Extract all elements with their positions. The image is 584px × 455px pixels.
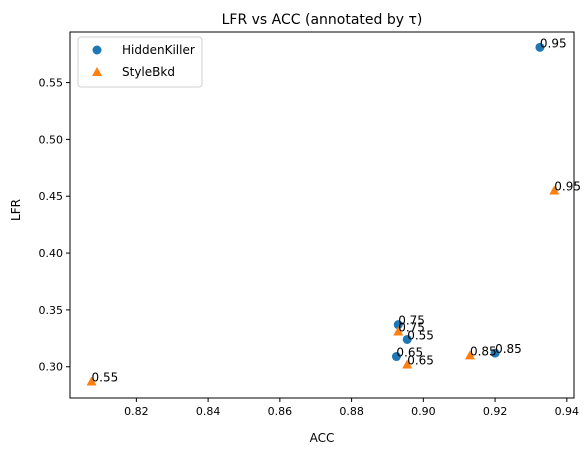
point-annotation-hiddenkiller: 0.75 [398,314,425,328]
chart-title: LFR vs ACC (annotated by τ) [222,12,423,28]
x-tick-label: 0.92 [483,405,508,418]
legend-label-stylebkd: StyleBkd [122,65,175,79]
legend-label-hiddenkiller: HiddenKiller [122,43,195,57]
legend-marker-hiddenkiller [92,45,102,55]
point-annotation-hiddenkiller: 0.55 [407,328,434,342]
plot-area: 0.82 0.84 0.86 0.88 0.90 0.92 0.94 0.30 0.35 0.40… [39,31,581,418]
point-annotation-stylebkd: 0.65 [407,353,434,367]
point-annotation-hiddenkiller: 0.95 [540,36,567,50]
y-tick-label: 0.35 [39,304,64,317]
point-annotation-stylebkd: 0.95 [554,180,581,194]
point-hiddenkiller [402,334,412,344]
point-annotation-stylebkd: 0.55 [92,371,119,385]
y-tick-label: 0.30 [39,361,64,374]
y-tick-label: 0.55 [39,77,64,90]
x-tick-label: 0.82 [124,405,149,418]
y-axis-label: LFR [9,199,23,221]
legend-box [77,36,203,88]
point-stylebkd [464,350,475,360]
x-tick-label: 0.86 [268,405,293,418]
point-stylebkd [549,185,560,195]
point-stylebkd [393,326,404,336]
point-annotation-hiddenkiller: 0.65 [396,346,423,360]
y-tick-label: 0.40 [39,247,64,260]
point-stylebkd [402,359,413,369]
legend-marker-stylebkd [92,67,102,76]
x-tick-label: 0.88 [339,405,364,418]
x-axis-label: ACC [310,431,335,445]
x-tick-label: 0.90 [411,405,436,418]
point-hiddenkiller [490,348,500,358]
point-hiddenkiller [393,320,403,330]
point-annotation-stylebkd: 0.85 [470,344,497,358]
point-hiddenkiller [391,352,401,362]
y-tick-label: 0.45 [39,190,64,203]
axes-frame [69,31,575,399]
point-hiddenkiller [535,42,545,52]
x-tick-label: 0.84 [196,405,221,418]
point-annotation-hiddenkiller: 0.85 [495,342,522,356]
legend: HiddenKiller StyleBkd [77,36,203,88]
point-stylebkd [86,376,97,386]
y-tick-label: 0.50 [39,133,64,146]
point-annotation-stylebkd: 0.75 [398,321,425,335]
x-tick-label: 0.94 [555,405,580,418]
